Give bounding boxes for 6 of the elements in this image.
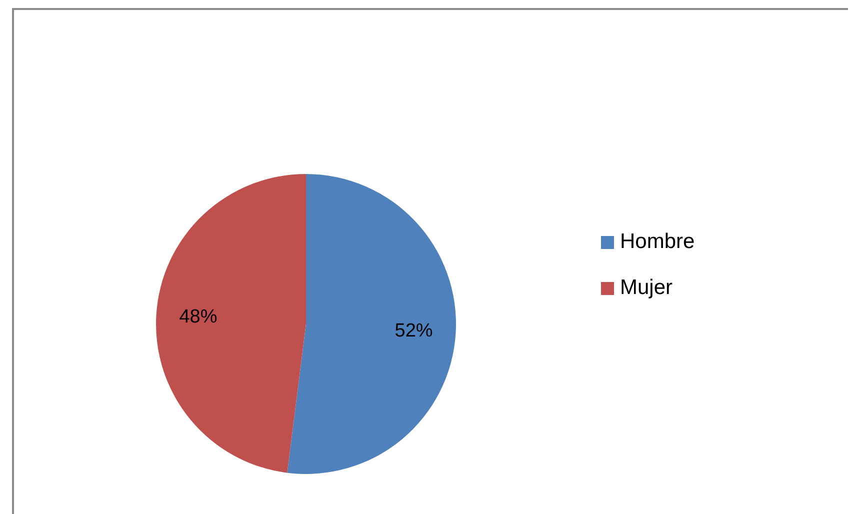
pie-slice (287, 174, 456, 474)
pie-slice (156, 174, 306, 473)
data-label: 52% (394, 320, 433, 342)
legend-label: Mujer (620, 276, 673, 300)
data-label: 48% (179, 306, 218, 328)
legend-label: Hombre (620, 230, 695, 254)
